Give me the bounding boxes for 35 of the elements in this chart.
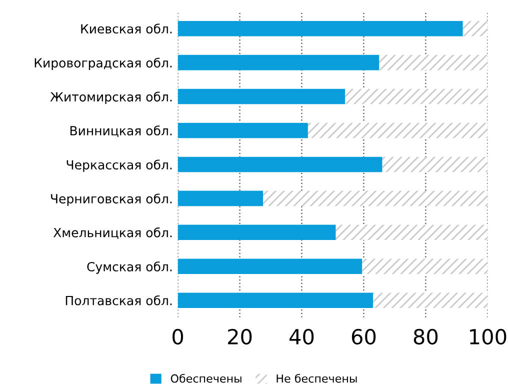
bar bbox=[462, 20, 488, 36]
bar bbox=[336, 224, 488, 240]
bar bbox=[382, 156, 488, 172]
y-tick-label: Полтавская обл. bbox=[66, 295, 172, 306]
bar bbox=[178, 122, 308, 138]
bar bbox=[178, 54, 380, 70]
bar bbox=[178, 258, 362, 274]
x-tick-label: 40 bbox=[290, 328, 314, 345]
bar bbox=[178, 292, 374, 308]
y-tick-label: Хмельницкая обл. bbox=[53, 227, 172, 239]
x-tick-label: 100 bbox=[470, 328, 506, 345]
bar bbox=[308, 122, 488, 138]
bar bbox=[345, 88, 488, 104]
y-tick-label: Киевская обл. bbox=[81, 24, 172, 34]
bar bbox=[373, 292, 488, 308]
bar bbox=[263, 190, 488, 206]
y-tick-label: Винницкая обл. bbox=[70, 126, 172, 137]
y-tick-label: Сумская обл. bbox=[87, 262, 172, 274]
x-tick-label: 80 bbox=[414, 328, 438, 345]
x-tick-label: 20 bbox=[228, 328, 252, 345]
bar bbox=[178, 190, 264, 206]
bar bbox=[178, 88, 346, 104]
y-tick-label: Кировоградская обл. bbox=[34, 58, 172, 70]
bar bbox=[178, 224, 336, 240]
x-tick-label: 0 bbox=[172, 328, 184, 345]
x-tick-label: 60 bbox=[352, 328, 376, 345]
y-tick-label: Житомирская обл. bbox=[50, 92, 172, 104]
bar bbox=[362, 258, 488, 274]
legend-label: Обеспечены bbox=[170, 374, 242, 383]
bar bbox=[178, 20, 463, 36]
y-tick-label: Черкасская обл. bbox=[66, 160, 172, 172]
legend-label: Не беспечены bbox=[276, 374, 357, 383]
bar bbox=[178, 156, 382, 172]
bar bbox=[379, 54, 488, 70]
y-tick-label: Черниговская обл. bbox=[51, 194, 172, 206]
